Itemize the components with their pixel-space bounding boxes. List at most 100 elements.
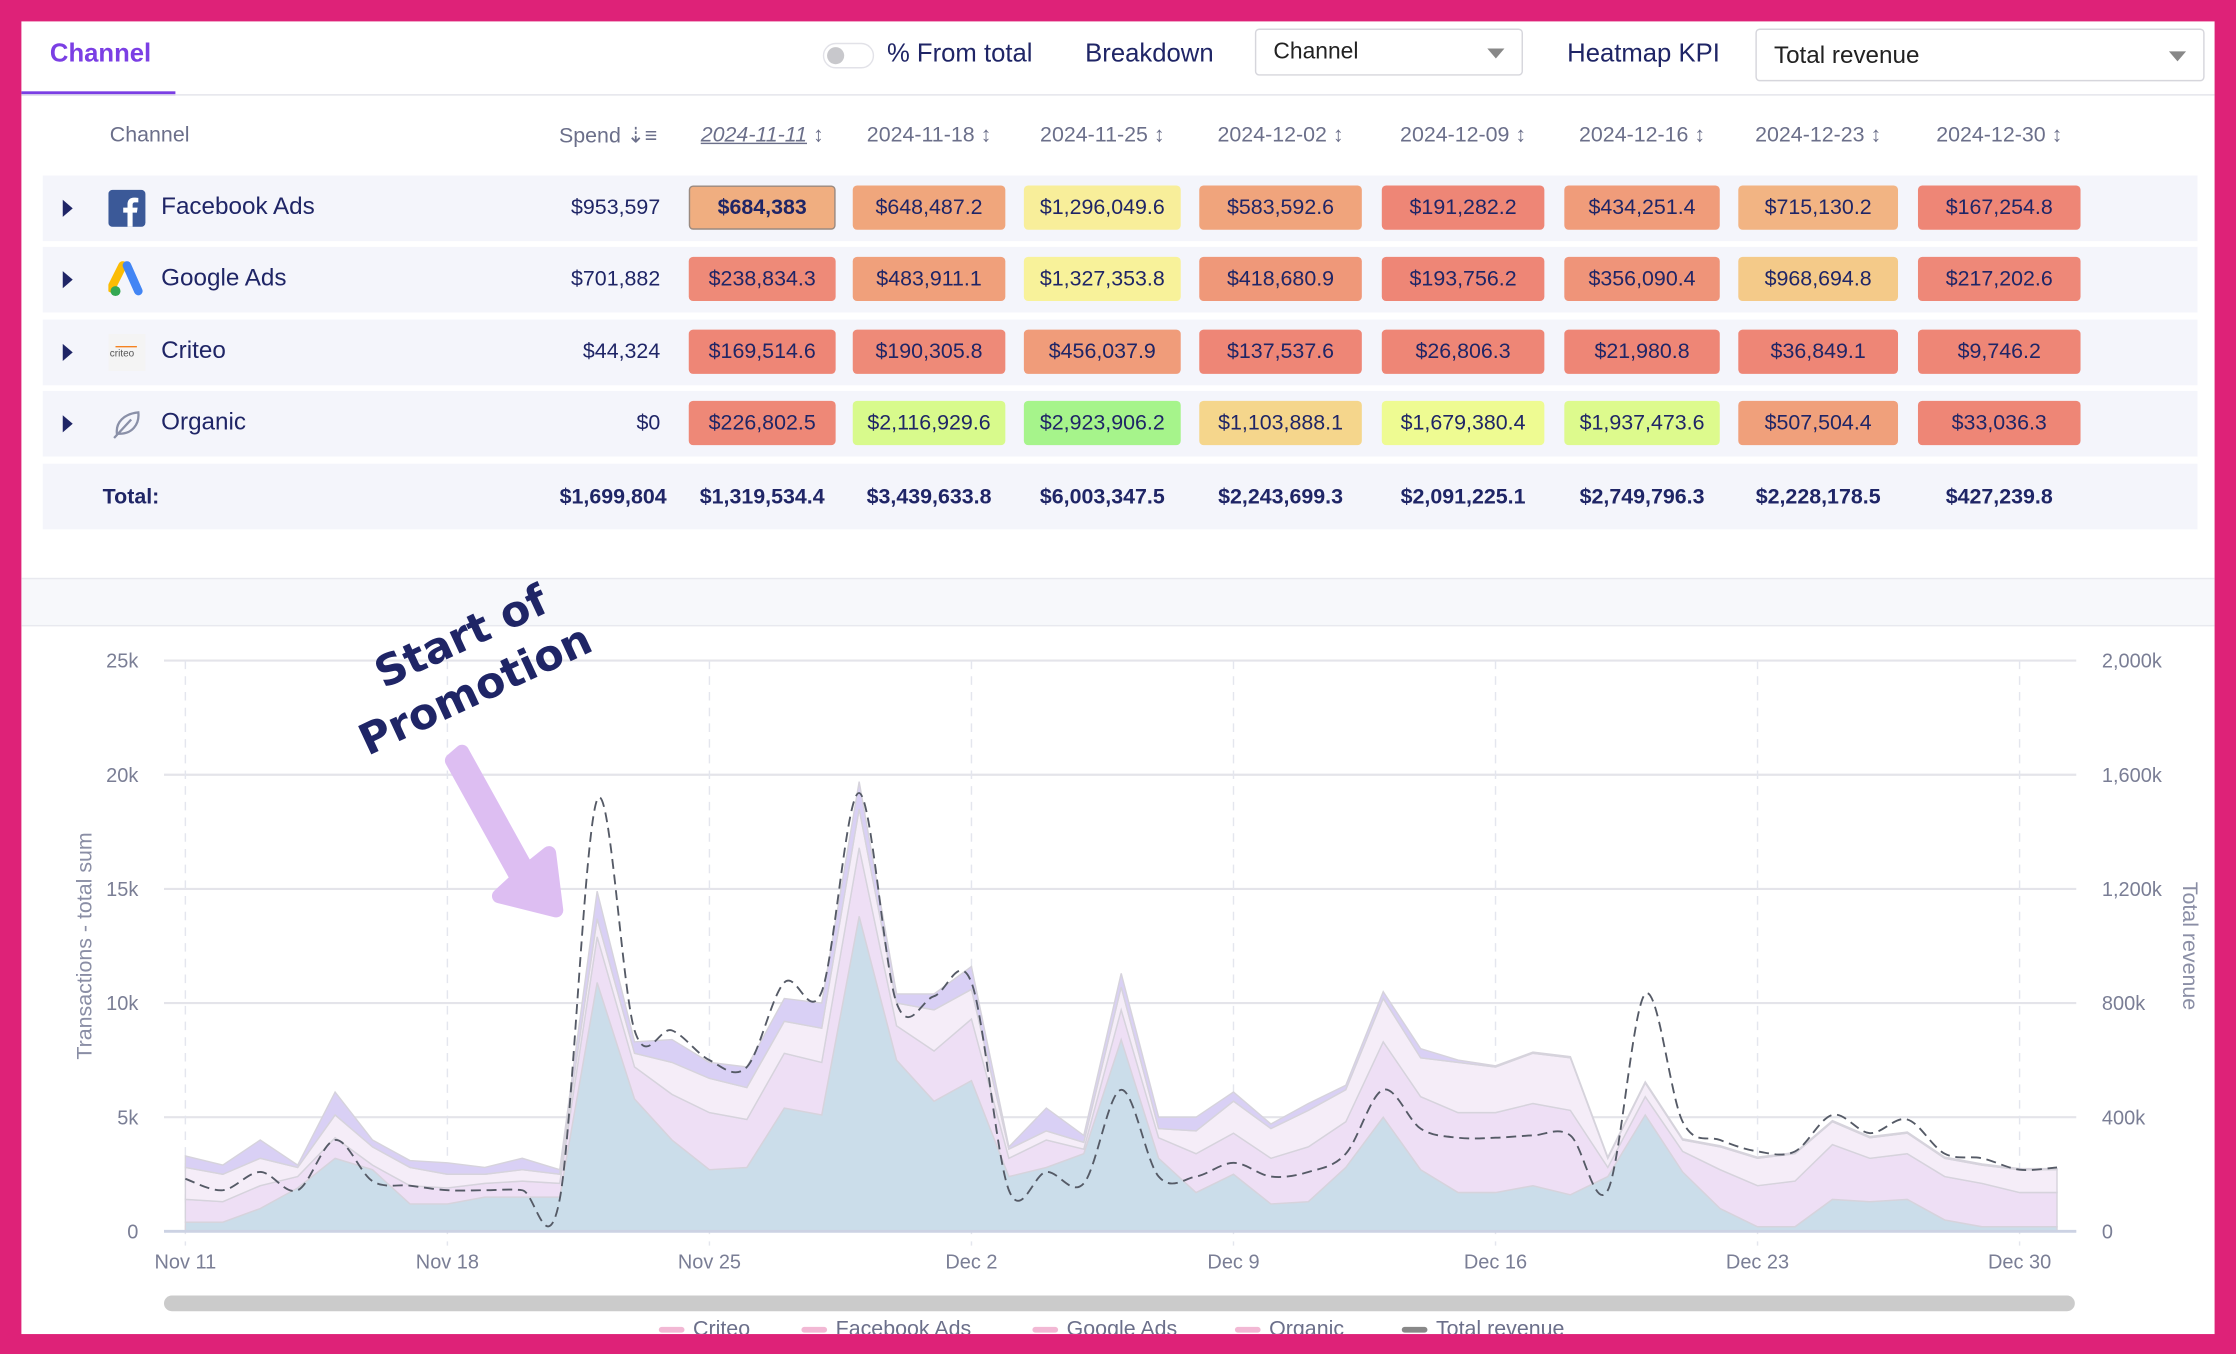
heatmap-cell[interactable]: $36,849.1 [1738, 329, 1899, 374]
heatmap-cell[interactable]: $26,806.3 [1381, 329, 1545, 374]
chevron-down-icon [2168, 51, 2187, 62]
heatmap-cell[interactable]: $684,383 [688, 185, 836, 230]
spend-value: $44,324 [582, 339, 661, 364]
breakdown-select-value: Channel [1273, 39, 1359, 65]
date-header-label: 2024-11-18 [866, 122, 975, 147]
heatmap-cell[interactable]: $137,537.6 [1199, 329, 1362, 374]
y-tick-label: 5k [117, 1107, 138, 1129]
heatmap-cell[interactable]: $190,305.8 [852, 329, 1006, 374]
heatmap-kpi-select-value: Total revenue [1773, 41, 1920, 69]
sort-icon: ↕ [1509, 122, 1527, 147]
legend-item[interactable]: Facebook Ads [801, 1317, 971, 1334]
total-value: $2,749,796.3 [1579, 485, 1705, 510]
heatmap-cell[interactable]: $1,103,888.1 [1199, 400, 1362, 446]
expand-row-icon[interactable] [62, 415, 73, 433]
column-header-date[interactable]: 2024-12-23 ↕ [1755, 123, 1881, 147]
legend-item[interactable]: Organic [1234, 1317, 1344, 1334]
heatmap-cell[interactable]: $483,911.1 [852, 256, 1006, 302]
date-header-label: 2024-12-16 [1579, 122, 1689, 147]
area-series-criteo [184, 781, 2058, 1176]
legend-label: Facebook Ads [835, 1316, 972, 1335]
heatmap-cell[interactable]: $1,327,353.8 [1023, 256, 1181, 302]
heatmap-cell[interactable]: $456,037.9 [1023, 329, 1181, 374]
breakdown-select[interactable]: Channel [1254, 28, 1523, 76]
y2-tick-label: 800k [2102, 993, 2145, 1015]
sort-icon: ↕ [1688, 122, 1706, 147]
chart-horizontal-scrollbar[interactable] [163, 1295, 2075, 1312]
date-header-label: 2024-12-02 [1217, 122, 1327, 147]
heatmap-cell[interactable]: $169,514.6 [688, 329, 836, 374]
expand-row-icon[interactable] [62, 271, 73, 289]
legend-item[interactable]: Criteo [658, 1317, 750, 1334]
heatmap-kpi-select[interactable]: Total revenue [1755, 28, 2205, 82]
column-header-date[interactable]: 2024-12-30 ↕ [1936, 123, 2062, 147]
heatmap-cell[interactable]: $2,116,929.6 [852, 400, 1006, 446]
heatmap-cell[interactable]: $648,487.2 [852, 185, 1006, 230]
toggle-knob [827, 47, 845, 65]
heatmap-cell[interactable]: $356,090.4 [1564, 256, 1720, 302]
total-value: $3,439,633.8 [866, 485, 992, 510]
y2-tick-label: 400k [2102, 1107, 2145, 1129]
y2-tick-label: 2,000k [2102, 651, 2162, 673]
legend-swatch [801, 1326, 828, 1332]
column-header-date[interactable]: 2024-12-09 ↕ [1400, 123, 1526, 147]
total-value: $2,228,178.5 [1755, 485, 1881, 510]
column-header-date[interactable]: 2024-11-11 ↕ [701, 123, 824, 147]
heatmap-cell[interactable]: $9,746.2 [1917, 329, 2081, 374]
x-tick-label: Dec 2 [945, 1251, 997, 1273]
y-tick-label: 25k [106, 651, 138, 673]
heatmap-cell[interactable]: $33,036.3 [1917, 400, 2081, 446]
sort-icon: ↕ [1864, 122, 1882, 147]
column-header-date[interactable]: 2024-11-18 ↕ [867, 123, 991, 147]
total-value: $2,091,225.1 [1400, 485, 1526, 510]
heatmap-kpi-label: Heatmap KPI [1567, 38, 1720, 68]
total-row [42, 463, 2198, 530]
heatmap-cell[interactable]: $217,202.6 [1917, 256, 2081, 302]
heatmap-cell[interactable]: $418,680.9 [1199, 256, 1362, 302]
heatmap-cell[interactable]: $1,679,380.4 [1381, 400, 1545, 446]
heatmap-cell[interactable]: $193,756.2 [1381, 256, 1545, 302]
y2-tick-label: 0 [2102, 1221, 2113, 1243]
heatmap-cell[interactable]: $1,937,473.6 [1564, 400, 1720, 446]
channel-name: Google Ads [161, 263, 287, 292]
google-ads-icon [106, 261, 145, 305]
total-spend: $1,699,804 [559, 485, 667, 510]
legend-item[interactable]: Total revenue [1401, 1316, 1565, 1335]
column-header-date[interactable]: 2024-11-25 ↕ [1040, 123, 1164, 147]
pct-from-total-toggle[interactable] [822, 42, 875, 69]
column-header-spend[interactable]: Spend ⇣≡ [559, 123, 657, 148]
x-tick-label: Nov 18 [416, 1251, 479, 1273]
tab-channel[interactable]: Channel [49, 38, 152, 68]
header-divider [21, 94, 2215, 96]
heatmap-cell[interactable]: $21,980.8 [1564, 329, 1720, 374]
heatmap-cell[interactable]: $191,282.2 [1381, 185, 1545, 230]
expand-row-icon[interactable] [62, 199, 73, 217]
column-header-channel: Channel [109, 122, 190, 147]
y-tick-label: 10k [106, 993, 138, 1015]
legend-item[interactable]: Google Ads [1032, 1317, 1177, 1334]
total-label: Total: [102, 485, 160, 510]
chevron-down-icon [1487, 48, 1505, 59]
heatmap-cell[interactable]: $238,834.3 [688, 256, 836, 302]
heatmap-cell[interactable]: $715,130.2 [1738, 185, 1899, 230]
total-value: $6,003,347.5 [1039, 485, 1165, 510]
channel-name: Criteo [161, 336, 226, 364]
channel-report-panel: Channel % From total Breakdown Channel H… [21, 21, 2215, 1335]
y-axis-title: Transactions - total sum [72, 832, 96, 1059]
x-tick-label: Dec 9 [1207, 1251, 1259, 1273]
heatmap-cell[interactable]: $507,504.4 [1738, 400, 1899, 446]
heatmap-cell[interactable]: $1,296,049.6 [1023, 185, 1181, 230]
heatmap-cell[interactable]: $226,802.5 [688, 400, 836, 446]
column-header-date[interactable]: 2024-12-16 ↕ [1579, 123, 1705, 147]
legend-label: Total revenue [1435, 1316, 1565, 1335]
svg-text:criteo: criteo [110, 349, 135, 360]
heatmap-cell[interactable]: $167,254.8 [1917, 185, 2081, 230]
heatmap-cell[interactable]: $583,592.6 [1199, 185, 1362, 230]
x-tick-label: Dec 16 [1464, 1251, 1527, 1273]
heatmap-cell[interactable]: $968,694.8 [1738, 256, 1899, 302]
heatmap-cell[interactable]: $2,923,906.2 [1023, 400, 1181, 446]
expand-row-icon[interactable] [62, 343, 73, 361]
heatmap-cell[interactable]: $434,251.4 [1564, 185, 1720, 230]
column-header-date[interactable]: 2024-12-02 ↕ [1218, 123, 1344, 147]
y-tick-label: 20k [106, 765, 138, 787]
